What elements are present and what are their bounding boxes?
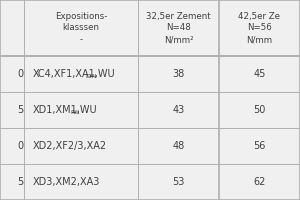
Text: 32,5er Zement
N=48
N/mm²: 32,5er Zement N=48 N/mm²	[146, 12, 211, 44]
Text: XC4,XF1,XA1,WU: XC4,XF1,XA1,WU	[33, 69, 116, 79]
Text: 56: 56	[253, 141, 266, 151]
Text: Expositions-
klasssen
-: Expositions- klasssen -	[55, 12, 107, 44]
Text: 38: 38	[172, 69, 184, 79]
Text: 53: 53	[172, 177, 185, 187]
Text: 42,5er Ze
N=56
N/mm: 42,5er Ze N=56 N/mm	[238, 12, 280, 44]
Text: 48: 48	[172, 141, 184, 151]
Text: XD2,XF2/3,XA2: XD2,XF2/3,XA2	[33, 141, 107, 151]
Text: 5: 5	[17, 177, 23, 187]
Text: DIN: DIN	[85, 74, 97, 79]
Text: 50: 50	[253, 105, 266, 115]
Text: Rili: Rili	[70, 110, 80, 115]
Text: 5: 5	[17, 105, 23, 115]
Text: 0: 0	[17, 69, 23, 79]
Text: XD1,XM1,WU: XD1,XM1,WU	[33, 105, 98, 115]
Text: 62: 62	[253, 177, 266, 187]
Text: XD3,XM2,XA3: XD3,XM2,XA3	[33, 177, 101, 187]
Text: 43: 43	[172, 105, 184, 115]
Text: 45: 45	[253, 69, 266, 79]
Text: 0: 0	[17, 141, 23, 151]
